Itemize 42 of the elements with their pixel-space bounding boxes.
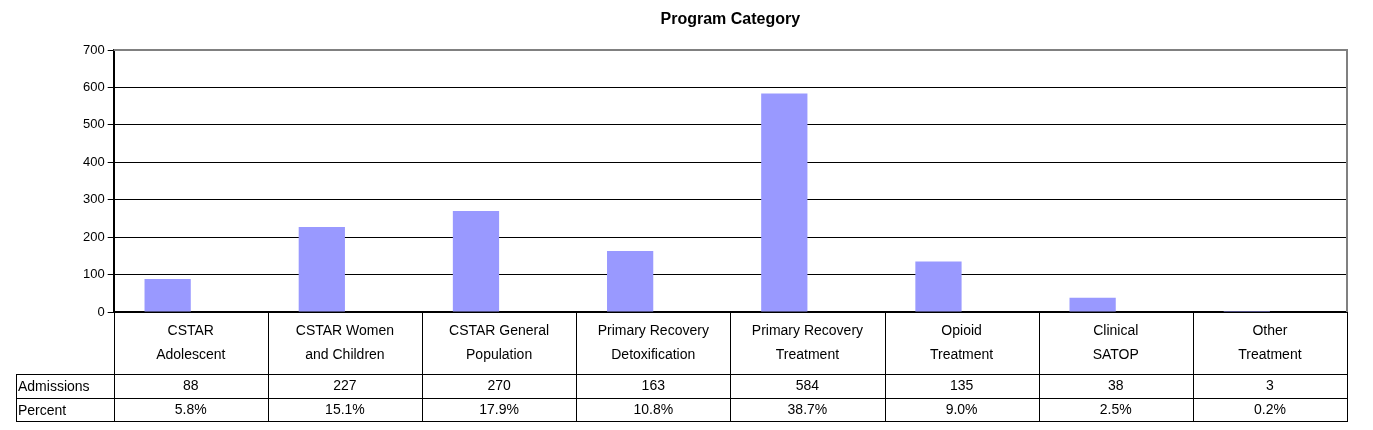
data-label: 270	[487, 376, 511, 393]
text: Admissions	[18, 377, 90, 394]
bar	[915, 261, 962, 312]
data-label: 227	[333, 376, 357, 393]
x-tick-label: CSTAR Women and Children	[295, 321, 395, 362]
y-tick-label: 200	[82, 228, 105, 244]
x-tick-label: Other Treatment	[1238, 321, 1302, 362]
x-tick-label: Primary Recovery Detoxification	[597, 321, 709, 362]
bar	[761, 93, 808, 312]
bar	[298, 227, 345, 312]
y-tick-label: 600	[82, 79, 105, 95]
text: 17.9%	[479, 400, 519, 417]
data-label: 88	[182, 376, 199, 393]
y-tick-label: 100	[82, 266, 105, 282]
x-tick-label: CSTAR General Population	[449, 321, 550, 362]
y-tick-label: 500	[82, 116, 105, 132]
text: 5.8%	[174, 400, 207, 417]
text: 15.1%	[325, 400, 365, 417]
bar	[607, 250, 654, 312]
x-tick-label: Primary Recovery Treatment	[751, 321, 864, 362]
bar	[1069, 297, 1116, 312]
text: 2.5%	[1099, 400, 1132, 417]
y-tick-label: 700	[82, 41, 105, 57]
data-label: 3	[1266, 376, 1275, 393]
text: Percent	[18, 401, 67, 418]
text: 9.0%	[945, 400, 978, 417]
text: 0.2%	[1253, 400, 1286, 417]
data-label: 38	[1107, 376, 1124, 393]
text: 38.7%	[787, 400, 828, 417]
y-tick-label: 300	[82, 191, 105, 207]
y-tick-label: 400	[82, 153, 105, 169]
data-label: 135	[949, 376, 974, 393]
y-tick-label: 0	[97, 303, 105, 319]
data-label: 584	[795, 376, 820, 393]
bar	[144, 279, 191, 312]
x-tick-label: CSTAR Adolescent	[156, 321, 226, 362]
data-label: 163	[641, 376, 666, 393]
bar	[452, 210, 500, 312]
text: 10.8%	[633, 400, 674, 417]
chart-title: Program Category	[660, 10, 801, 28]
x-tick-label: Opioid Treatment	[929, 321, 994, 362]
x-tick-label: Clinical SATOP	[1092, 321, 1139, 362]
